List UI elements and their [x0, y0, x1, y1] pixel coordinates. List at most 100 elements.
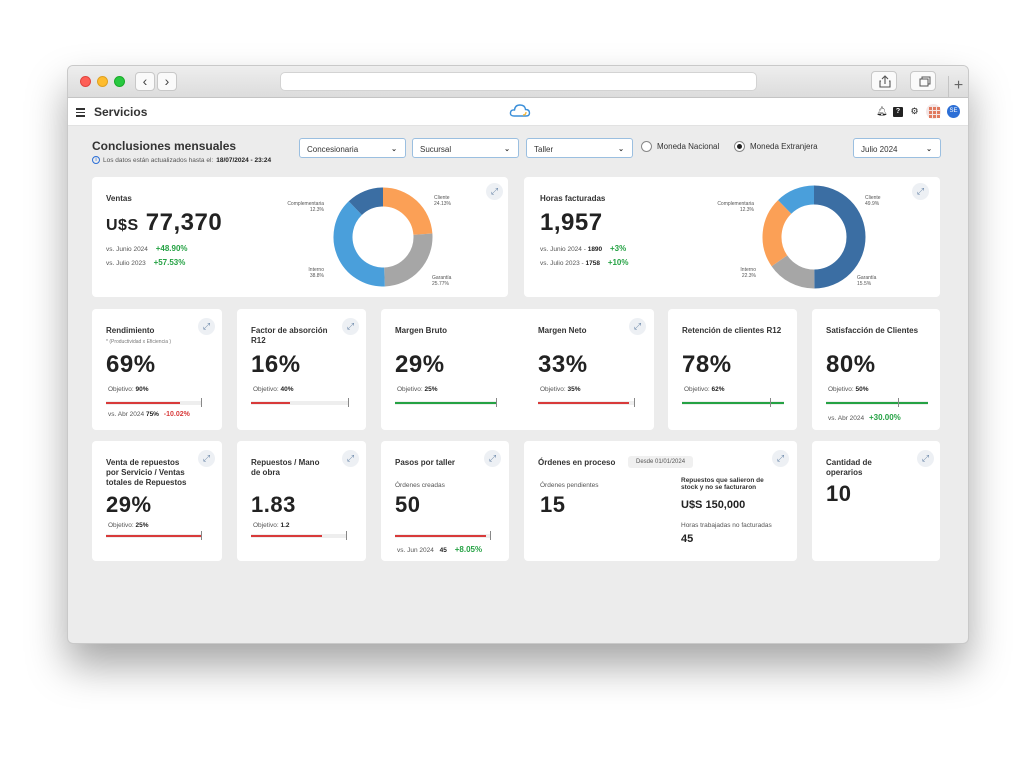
- horas-value: 1,957: [540, 209, 603, 236]
- ordenes-horas-label: Horas trabajadas no facturadas: [681, 522, 772, 529]
- venta-repuestos-objective: Objetivo: 25%: [108, 522, 148, 529]
- cmp-value: 75%: [145, 411, 159, 418]
- objective-value: 1.2: [280, 522, 290, 529]
- bell-icon[interactable]: 🔔︎: [876, 106, 888, 116]
- donut-slice-cliente: [382, 187, 433, 236]
- absorcion-value: 16%: [251, 351, 301, 378]
- concesionaria-label: Concesionaria: [307, 145, 359, 154]
- ventas-cmp2-delta: +57.53%: [153, 258, 186, 267]
- rendimiento-progress-bar: [106, 398, 202, 407]
- radio-circle-selected[interactable]: [734, 141, 745, 152]
- update-info: i Los datos están actualizados hasta el:…: [92, 156, 271, 164]
- retencion-progress-bar: [682, 398, 784, 407]
- margen-bruto-objective: Objetivo: 25%: [397, 386, 437, 393]
- objective-value: 40%: [280, 386, 294, 393]
- gear-icon[interactable]: ⚙︎: [910, 106, 919, 116]
- expand-icon[interactable]: ⤢: [486, 183, 503, 200]
- margen-neto-value: 33%: [538, 351, 588, 378]
- retencion-objective: Objetivo: 62%: [684, 386, 724, 393]
- back-button[interactable]: ‹: [135, 72, 155, 91]
- expand-icon[interactable]: ⤢: [484, 450, 501, 467]
- absorcion-card: Factor de absorción R12 16% Objetivo: 40…: [237, 309, 366, 430]
- app-title: Servicios: [94, 105, 148, 119]
- hamburger-icon[interactable]: [76, 108, 85, 119]
- absorcion-title: Factor de absorción R12: [251, 326, 328, 345]
- apps-icon[interactable]: [926, 104, 941, 119]
- expand-icon[interactable]: ⤢: [629, 318, 646, 335]
- tabs-icon: [919, 76, 931, 87]
- expand-icon[interactable]: ⤢: [917, 450, 934, 467]
- close-window-button[interactable]: [80, 76, 91, 87]
- horas-cmp2-value: 1758: [585, 260, 600, 267]
- objective-label: Objetivo:: [108, 386, 134, 393]
- period-select[interactable]: Julio 2024 ⌄: [853, 138, 941, 158]
- horas-label-cliente: Cliente 49.9%: [865, 195, 881, 207]
- info-icon: i: [92, 156, 100, 164]
- forward-button[interactable]: ›: [157, 72, 177, 91]
- cloud-logo-icon: [509, 104, 531, 117]
- help-icon[interactable]: ?: [893, 106, 903, 117]
- ventas-cmp2: vs. Julio 2023 +57.53%: [106, 258, 185, 267]
- taller-select[interactable]: Taller ⌄: [526, 138, 633, 158]
- title-line: por Servicio / Ventas: [106, 468, 185, 477]
- donut-slice-garantía: [383, 233, 433, 287]
- sucursal-select[interactable]: Sucursal ⌄: [412, 138, 519, 158]
- satisfaccion-progress-bar: [826, 398, 928, 407]
- retencion-card: Retención de clientes R12 78% Objetivo: …: [668, 309, 797, 430]
- satisfaccion-objective: Objetivo: 50%: [828, 386, 868, 393]
- expand-icon[interactable]: ⤢: [342, 318, 359, 335]
- address-bar[interactable]: [280, 72, 757, 91]
- new-tab-button[interactable]: +: [948, 76, 968, 98]
- margen-card: Margen Bruto 29% Objetivo: 25% Margen Ne…: [381, 309, 654, 430]
- expand-icon[interactable]: ⤢: [198, 450, 215, 467]
- objective-label: Objetivo:: [108, 522, 134, 529]
- expand-icon[interactable]: ⤢: [772, 450, 789, 467]
- objective-label: Objetivo:: [684, 386, 710, 393]
- radio-moneda-nacional[interactable]: Moneda Nacional: [641, 141, 719, 152]
- cmp-delta: +30.00%: [868, 413, 901, 422]
- maximize-window-button[interactable]: [114, 76, 125, 87]
- donut-slice-interno: [333, 201, 385, 287]
- label-line: Repuestos que salieron de: [681, 477, 764, 484]
- ordenes-card: Órdenes en proceso Desde 01/01/2024 Órde…: [524, 441, 797, 561]
- expand-icon[interactable]: ⤢: [198, 318, 215, 335]
- horas-cmp2: vs. Julio 2023 - 1758 +10%: [540, 258, 629, 267]
- horas-card: Horas facturadas 1,957 vs. Junio 2024 - …: [524, 177, 940, 297]
- pasos-progress-bar: [395, 531, 491, 540]
- taller-label: Taller: [534, 145, 554, 154]
- concesionaria-select[interactable]: Concesionaria ⌄: [299, 138, 406, 158]
- moneda-extranjera-label: Moneda Extranjera: [750, 142, 818, 151]
- progress-fill: [106, 402, 180, 404]
- title-line: de obra: [251, 468, 280, 477]
- repuestos-mano-title: Repuestos / Mano de obra: [251, 458, 319, 478]
- objective-tick: [348, 398, 349, 407]
- label-line: stock y no se facturaron: [681, 484, 757, 491]
- donut-slice-cliente: [813, 185, 866, 289]
- cmp-label: vs. Jun 2024: [397, 547, 434, 554]
- operarios-title: Cantidad de operarios: [826, 458, 872, 478]
- radio-moneda-extranjera[interactable]: Moneda Extranjera: [734, 141, 818, 152]
- objective-label: Objetivo:: [253, 522, 279, 529]
- objective-tick: [634, 398, 635, 407]
- objective-value: 90%: [135, 386, 149, 393]
- objective-label: Objetivo:: [828, 386, 854, 393]
- radio-circle[interactable]: [641, 141, 652, 152]
- horas-title: Horas facturadas: [540, 194, 606, 203]
- share-button[interactable]: [871, 71, 897, 91]
- objective-label: Objetivo:: [253, 386, 279, 393]
- horas-label-interno: Interno 22.3%: [740, 267, 756, 279]
- rendimiento-card: Rendimiento * (Productividad x Eficienci…: [92, 309, 222, 430]
- expand-icon[interactable]: ⤢: [912, 183, 929, 200]
- venta-repuestos-title: Venta de repuestos por Servicio / Ventas…: [106, 458, 186, 488]
- sucursal-label: Sucursal: [420, 145, 452, 154]
- horas-label-garantia: Garantía 15.5%: [857, 275, 877, 287]
- app-header: Servicios 🔔︎ ? ⚙︎ SE: [68, 98, 968, 126]
- minimize-window-button[interactable]: [97, 76, 108, 87]
- user-avatar[interactable]: SE: [947, 105, 960, 118]
- horas-cmp2-delta: +10%: [607, 258, 629, 267]
- ordenes-pend-label: Órdenes pendientes: [540, 482, 599, 489]
- tabs-button[interactable]: [910, 71, 936, 91]
- progress-fill: [826, 402, 928, 404]
- venta-repuestos-value: 29%: [106, 492, 152, 517]
- expand-icon[interactable]: ⤢: [342, 450, 359, 467]
